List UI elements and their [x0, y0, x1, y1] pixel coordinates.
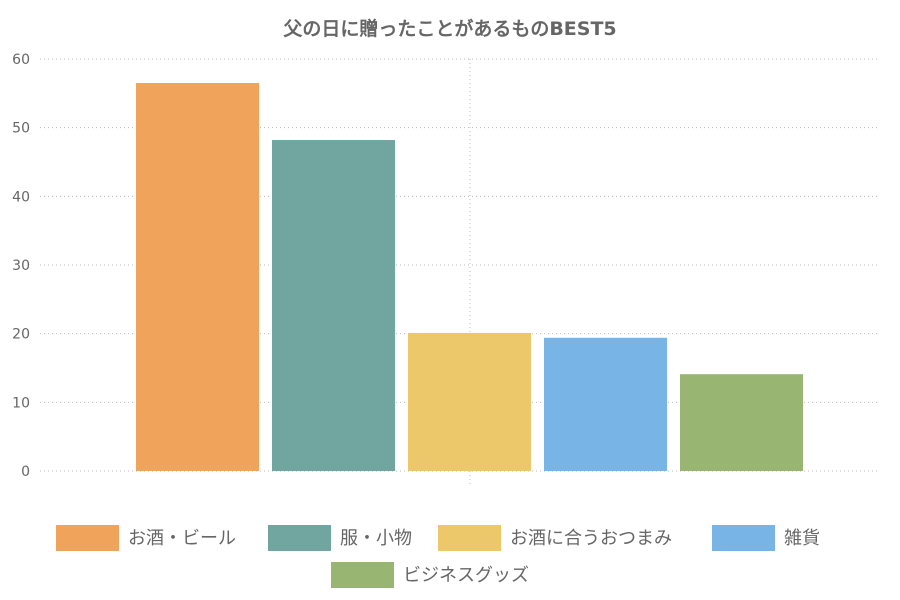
y-tick-label: 20 — [12, 327, 30, 343]
y-tick-label: 30 — [12, 258, 30, 274]
bar — [408, 332, 531, 471]
y-tick-label: 40 — [12, 189, 30, 205]
legend-label: 雑貨 — [784, 528, 820, 549]
y-tick-label: 50 — [12, 121, 30, 137]
legend-label: ビジネスグッズ — [403, 565, 529, 586]
y-axis: 0 10 20 30 40 50 60 — [12, 52, 30, 480]
legend-label: お酒に合うおつまみ — [510, 528, 672, 549]
y-tick-label: 10 — [12, 395, 30, 411]
bar — [136, 83, 259, 472]
legend-swatch — [712, 525, 775, 551]
legend-label: お酒・ビール — [128, 528, 236, 549]
legend-swatch — [56, 525, 119, 551]
bars — [136, 83, 803, 472]
legend-swatch — [268, 525, 331, 551]
bar — [544, 337, 667, 471]
bar — [680, 374, 803, 471]
y-tick-label: 0 — [21, 464, 30, 480]
legend-label: 服・小物 — [340, 528, 412, 549]
chart-title: 父の日に贈ったことがあるものBEST5 — [283, 18, 617, 40]
bar — [272, 140, 395, 471]
legend-swatch — [438, 525, 501, 551]
y-tick-label: 60 — [12, 52, 30, 68]
legend-swatch — [331, 562, 394, 588]
